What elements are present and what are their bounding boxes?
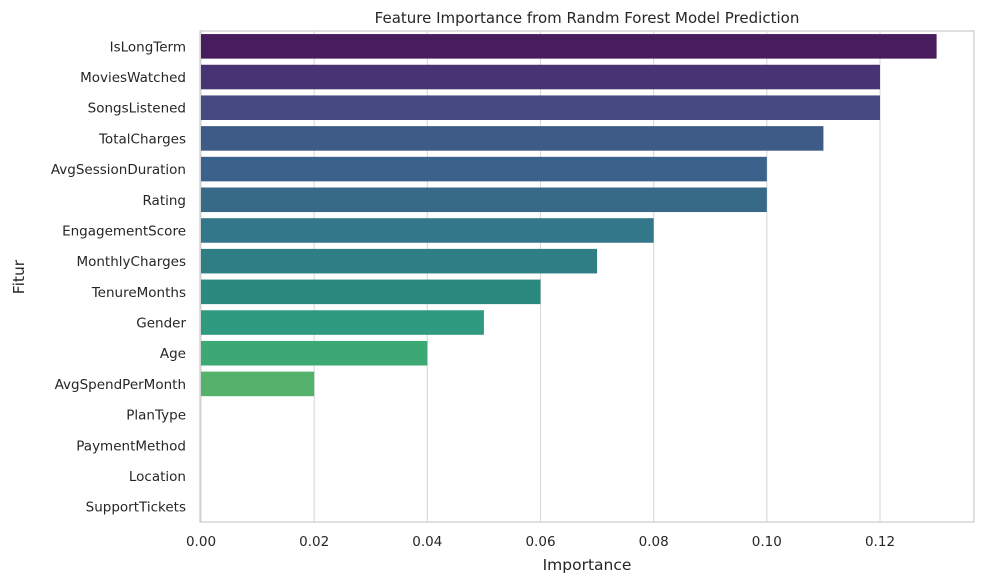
y-tick-label: AvgSpendPerMonth xyxy=(55,377,186,393)
x-tick-label: 0.10 xyxy=(752,534,782,550)
x-tick-label: 0.00 xyxy=(186,534,216,550)
bar-TenureMonths xyxy=(201,279,541,305)
y-tick-label: EngagementScore xyxy=(62,223,186,239)
y-tick-label: IsLongTerm xyxy=(110,39,186,55)
y-tick-label: TenureMonths xyxy=(91,285,186,301)
x-tick-label: 0.12 xyxy=(865,534,895,550)
bar-EngagementScore xyxy=(201,218,654,243)
bar-Age xyxy=(201,340,428,366)
x-axis-label: Importance xyxy=(543,556,632,574)
y-tick-label: Age xyxy=(160,346,186,362)
y-tick-label: Location xyxy=(129,469,186,485)
x-tick-label: 0.08 xyxy=(639,534,669,550)
y-tick-label: PlanType xyxy=(126,408,186,424)
y-tick-label: SongsListened xyxy=(88,101,186,117)
y-axis-label: Fitur xyxy=(10,259,28,294)
bar-AvgSpendPerMonth xyxy=(201,371,315,397)
bar-MonthlyCharges xyxy=(201,248,598,274)
y-tick-label: MonthlyCharges xyxy=(76,254,186,270)
y-tick-labels: IsLongTerm MoviesWatched SongsListened Tota… xyxy=(51,39,187,515)
y-tick-label: AvgSessionDuration xyxy=(51,162,186,178)
y-tick-label: Gender xyxy=(136,316,186,332)
x-tick-labels: 0.00 0.02 0.04 0.06 0.08 0.10 0.12 xyxy=(186,534,895,550)
chart-title: Feature Importance from Randm Forest Mod… xyxy=(375,9,800,27)
y-tick-label: MoviesWatched xyxy=(80,70,186,86)
plot-frame xyxy=(199,30,975,523)
bar-SongsListened xyxy=(201,95,880,120)
x-tick-label: 0.04 xyxy=(412,534,442,550)
bar-Gender xyxy=(201,310,484,335)
bar-Rating xyxy=(201,187,767,213)
x-tick-label: 0.06 xyxy=(525,534,555,550)
y-tick-label: PaymentMethod xyxy=(76,438,186,454)
y-tick-label: SupportTickets xyxy=(86,500,186,516)
bar-TotalCharges xyxy=(201,126,824,151)
bars xyxy=(201,34,937,397)
y-tick-label: TotalCharges xyxy=(98,131,186,147)
bar-MoviesWatched xyxy=(201,64,880,90)
y-tick-label: Rating xyxy=(142,193,186,209)
bar-IsLongTerm xyxy=(201,34,937,59)
x-tick-label: 0.02 xyxy=(299,534,329,550)
bar-AvgSessionDuration xyxy=(201,156,767,182)
